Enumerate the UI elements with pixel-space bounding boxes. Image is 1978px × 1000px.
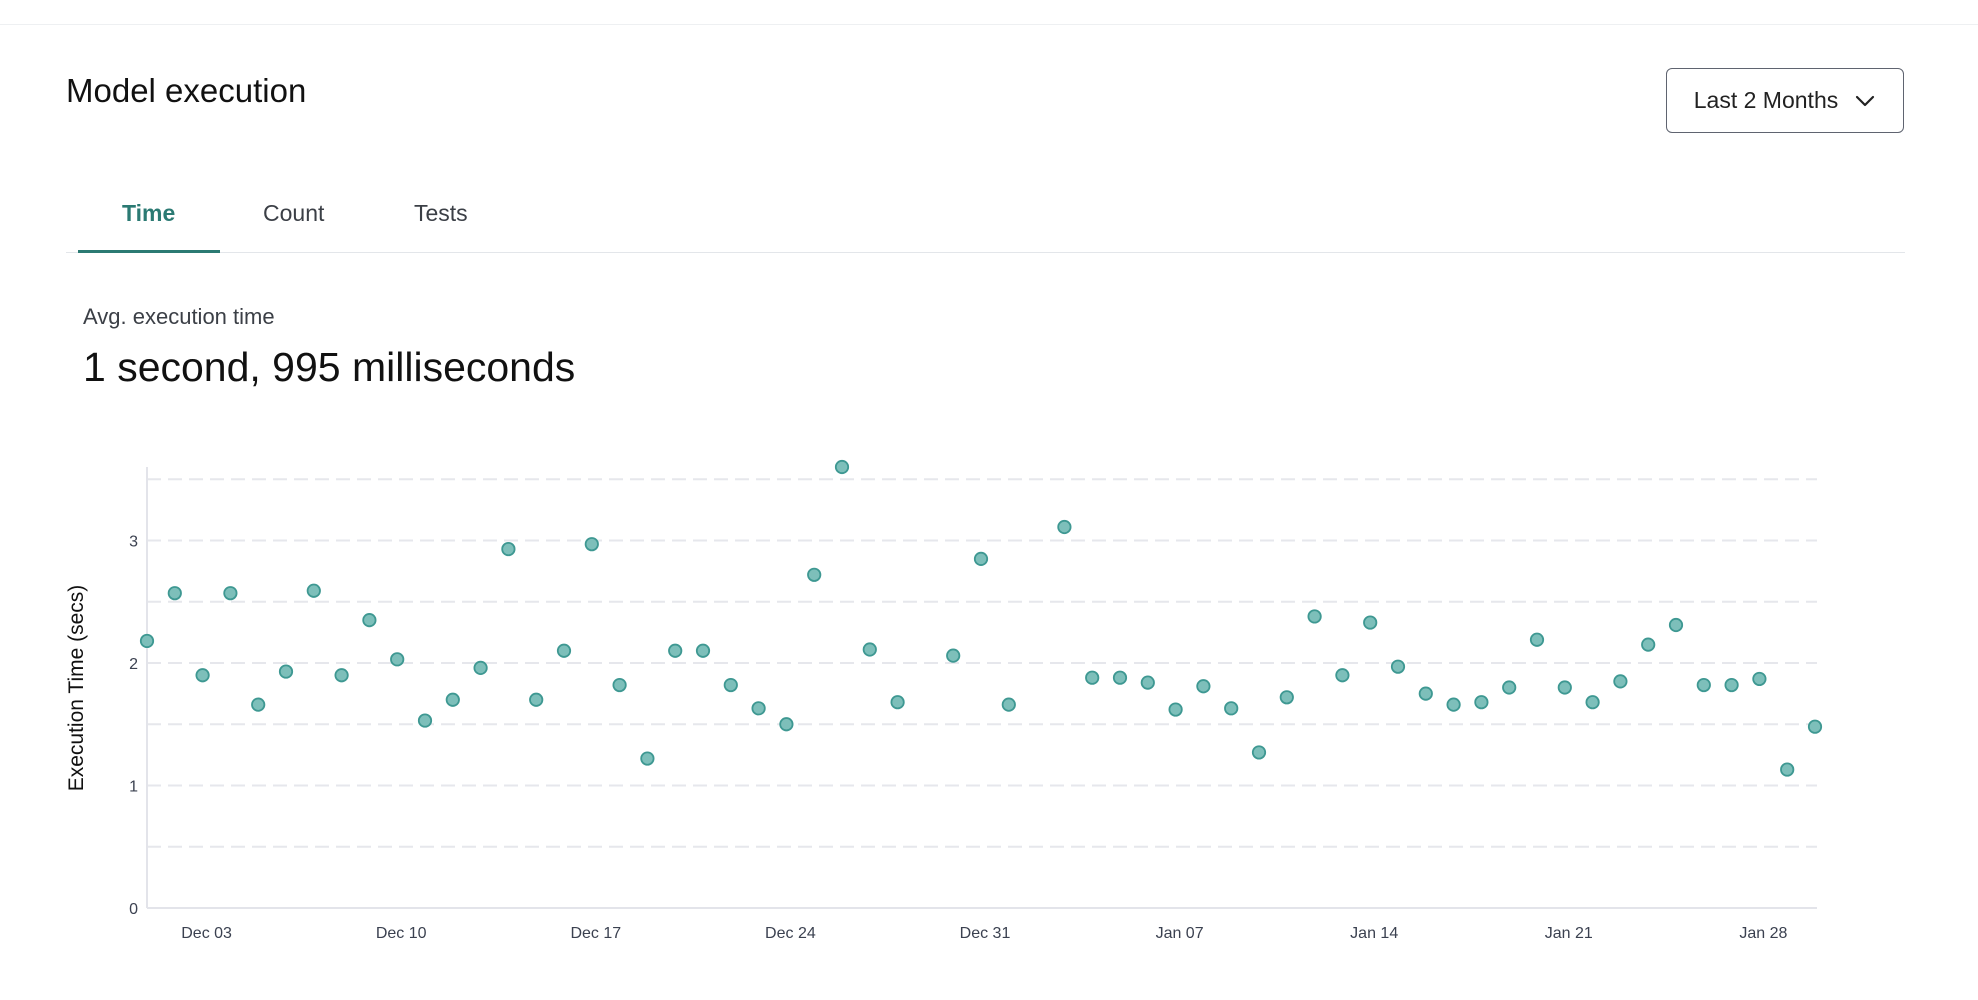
data-point[interactable] xyxy=(1001,697,1016,712)
data-point[interactable] xyxy=(306,583,321,598)
data-point[interactable] xyxy=(1502,680,1517,695)
x-tick-label: Dec 03 xyxy=(181,925,232,942)
data-point[interactable] xyxy=(1196,679,1211,694)
x-tick-label: Dec 31 xyxy=(960,925,1011,942)
data-point[interactable] xyxy=(1168,702,1183,717)
data-point[interactable] xyxy=(390,652,405,667)
data-point[interactable] xyxy=(862,642,877,657)
y-tick-label: 3 xyxy=(129,534,138,551)
x-tick-label: Dec 10 xyxy=(376,925,427,942)
data-point[interactable] xyxy=(362,613,377,628)
data-point[interactable] xyxy=(1085,670,1100,685)
data-point[interactable] xyxy=(473,660,488,675)
data-point[interactable] xyxy=(1474,695,1489,710)
data-point[interactable] xyxy=(1251,745,1267,760)
x-tick-label: Jan 14 xyxy=(1350,925,1398,942)
data-point[interactable] xyxy=(1363,615,1378,630)
tab-bar: Time Count Tests xyxy=(66,190,1905,253)
data-point[interactable] xyxy=(1557,680,1572,695)
data-point[interactable] xyxy=(584,537,599,552)
tab-tests[interactable]: Tests xyxy=(414,200,468,226)
data-point[interactable] xyxy=(807,567,822,582)
date-range-selected: Last 2 Months xyxy=(1693,87,1839,113)
data-point[interactable] xyxy=(556,643,572,658)
y-tick-label: 0 xyxy=(129,901,138,918)
data-point[interactable] xyxy=(1585,695,1600,710)
y-tick-label: 1 xyxy=(129,779,138,796)
data-point[interactable] xyxy=(251,697,266,712)
data-point[interactable] xyxy=(445,692,460,707)
data-point[interactable] xyxy=(501,541,516,557)
data-point[interactable] xyxy=(1752,671,1767,687)
data-point[interactable] xyxy=(417,713,433,728)
active-tab-indicator xyxy=(78,250,220,253)
data-point[interactable] xyxy=(946,648,961,663)
data-point[interactable] xyxy=(668,643,683,658)
data-point[interactable] xyxy=(1807,719,1823,734)
grid-lines xyxy=(147,478,1817,848)
data-point[interactable] xyxy=(890,695,905,710)
data-point[interactable] xyxy=(278,664,294,679)
data-point[interactable] xyxy=(1140,675,1155,690)
chevron-down-icon xyxy=(1856,95,1875,106)
x-tick-label: Jan 07 xyxy=(1156,925,1204,942)
data-point[interactable] xyxy=(1057,519,1072,535)
x-tick-label: Jan 28 xyxy=(1739,925,1787,942)
x-tick-label: Dec 24 xyxy=(765,925,816,942)
data-point[interactable] xyxy=(751,701,766,716)
data-point[interactable] xyxy=(834,459,850,475)
tab-time[interactable]: Time xyxy=(122,200,176,226)
x-tick-label: Dec 17 xyxy=(570,925,621,942)
data-point[interactable] xyxy=(1418,686,1433,701)
data-point[interactable] xyxy=(1529,632,1545,647)
data-point[interactable] xyxy=(1112,670,1128,685)
data-point[interactable] xyxy=(1613,674,1628,689)
data-point[interactable] xyxy=(1446,697,1461,712)
data-point[interactable] xyxy=(529,692,544,707)
data-point[interactable] xyxy=(973,551,989,566)
data-point[interactable] xyxy=(1307,609,1322,624)
metric-label: Avg. execution time xyxy=(83,304,275,329)
data-point[interactable] xyxy=(167,586,182,601)
data-point[interactable] xyxy=(1641,637,1656,652)
y-tick-label: 2 xyxy=(129,656,138,673)
metric-value: 1 second, 995 milliseconds xyxy=(83,344,576,390)
data-point[interactable] xyxy=(139,633,155,649)
data-point[interactable] xyxy=(779,717,794,732)
execution-time-chart: 0 1 2 3 Dec 03 Dec 10 Dec 17 Dec 24 Dec 31 Jan 0… xyxy=(65,459,1823,942)
page-title: Model execution xyxy=(66,72,307,109)
data-point[interactable] xyxy=(612,677,627,693)
data-point[interactable] xyxy=(223,586,238,601)
data-point[interactable] xyxy=(1780,762,1795,777)
data-point[interactable] xyxy=(1696,677,1711,693)
x-tick-label: Jan 21 xyxy=(1545,925,1593,942)
data-point[interactable] xyxy=(1224,701,1239,716)
tab-count[interactable]: Count xyxy=(263,200,325,226)
data-point[interactable] xyxy=(1335,668,1350,683)
top-divider xyxy=(0,24,1978,25)
data-point[interactable] xyxy=(1390,659,1406,674)
data-point[interactable] xyxy=(723,677,738,693)
data-point[interactable] xyxy=(695,643,711,658)
data-point[interactable] xyxy=(1279,690,1294,705)
data-point[interactable] xyxy=(195,668,210,683)
y-axis-label: Execution Time (secs) xyxy=(65,585,88,792)
data-point[interactable] xyxy=(1668,617,1684,633)
data-point[interactable] xyxy=(1724,677,1739,693)
data-point[interactable] xyxy=(334,668,349,683)
data-point[interactable] xyxy=(640,751,655,766)
date-range-dropdown[interactable]: Last 2 Months xyxy=(1666,68,1904,133)
